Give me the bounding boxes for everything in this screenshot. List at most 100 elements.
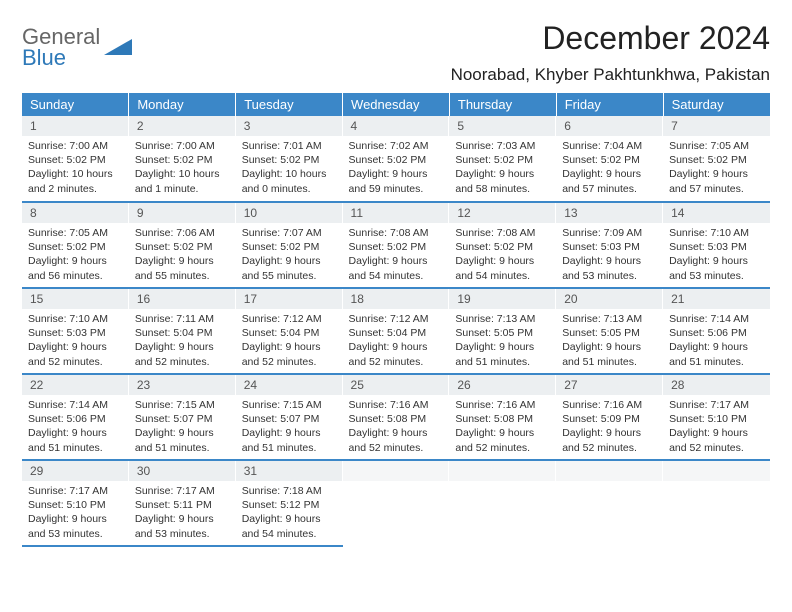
day-number: 11: [343, 203, 450, 223]
calendar-cell: 9Sunrise: 7:06 AMSunset: 5:02 PMDaylight…: [129, 202, 236, 288]
day-number: 17: [236, 289, 343, 309]
daylight-line: Daylight: 9 hours and 58 minutes.: [455, 167, 550, 195]
daylight-line: Daylight: 9 hours and 57 minutes.: [562, 167, 657, 195]
daylight-line: Daylight: 9 hours and 59 minutes.: [349, 167, 444, 195]
calendar-cell: 10Sunrise: 7:07 AMSunset: 5:02 PMDayligh…: [236, 202, 343, 288]
day-number: 16: [129, 289, 236, 309]
sunset-line: Sunset: 5:02 PM: [349, 153, 444, 167]
daylight-line: Daylight: 9 hours and 52 minutes.: [135, 340, 230, 368]
day-number: 5: [449, 116, 556, 136]
weekday-header: Sunday: [22, 93, 129, 116]
header: General Blue December 2024 Noorabad, Khy…: [22, 20, 770, 91]
daylight-line: Daylight: 9 hours and 51 minutes.: [242, 426, 337, 454]
daylight-line: Daylight: 9 hours and 52 minutes.: [242, 340, 337, 368]
calendar-cell: 7Sunrise: 7:05 AMSunset: 5:02 PMDaylight…: [663, 116, 770, 202]
day-details: Sunrise: 7:15 AMSunset: 5:07 PMDaylight:…: [236, 395, 343, 459]
sunset-line: Sunset: 5:06 PM: [669, 326, 764, 340]
sunrise-line: Sunrise: 7:04 AM: [562, 139, 657, 153]
logo-line2: Blue: [22, 47, 100, 69]
calendar-table: SundayMondayTuesdayWednesdayThursdayFrid…: [22, 93, 770, 547]
sunset-line: Sunset: 5:02 PM: [669, 153, 764, 167]
day-details: Sunrise: 7:08 AMSunset: 5:02 PMDaylight:…: [449, 223, 556, 287]
sunset-line: Sunset: 5:02 PM: [28, 153, 123, 167]
sunset-line: Sunset: 5:03 PM: [562, 240, 657, 254]
sunrise-line: Sunrise: 7:00 AM: [135, 139, 230, 153]
sunset-line: Sunset: 5:04 PM: [135, 326, 230, 340]
day-number: 19: [449, 289, 556, 309]
daylight-line: Daylight: 9 hours and 52 minutes.: [28, 340, 123, 368]
sunrise-line: Sunrise: 7:12 AM: [349, 312, 444, 326]
daylight-line: Daylight: 9 hours and 54 minutes.: [242, 512, 337, 540]
daylight-line: Daylight: 9 hours and 52 minutes.: [562, 426, 657, 454]
day-details: Sunrise: 7:17 AMSunset: 5:11 PMDaylight:…: [129, 481, 236, 545]
day-number: 14: [663, 203, 770, 223]
page-title: December 2024: [451, 20, 770, 57]
day-details: Sunrise: 7:10 AMSunset: 5:03 PMDaylight:…: [22, 309, 129, 373]
day-number: 12: [449, 203, 556, 223]
calendar-cell: 27Sunrise: 7:16 AMSunset: 5:09 PMDayligh…: [556, 374, 663, 460]
calendar-cell: 13Sunrise: 7:09 AMSunset: 5:03 PMDayligh…: [556, 202, 663, 288]
sunrise-line: Sunrise: 7:08 AM: [455, 226, 550, 240]
calendar-cell: 24Sunrise: 7:15 AMSunset: 5:07 PMDayligh…: [236, 374, 343, 460]
daylight-line: Daylight: 9 hours and 52 minutes.: [669, 426, 764, 454]
calendar-cell: 21Sunrise: 7:14 AMSunset: 5:06 PMDayligh…: [663, 288, 770, 374]
daylight-line: Daylight: 9 hours and 55 minutes.: [242, 254, 337, 282]
calendar-cell: [449, 460, 556, 546]
calendar-cell: 15Sunrise: 7:10 AMSunset: 5:03 PMDayligh…: [22, 288, 129, 374]
sunrise-line: Sunrise: 7:17 AM: [28, 484, 123, 498]
empty-day: [449, 461, 556, 481]
day-number: 25: [343, 375, 450, 395]
sunrise-line: Sunrise: 7:14 AM: [669, 312, 764, 326]
sunrise-line: Sunrise: 7:18 AM: [242, 484, 337, 498]
weekday-header: Saturday: [663, 93, 770, 116]
location-text: Noorabad, Khyber Pakhtunkhwa, Pakistan: [451, 65, 770, 85]
calendar-cell: [663, 460, 770, 546]
daylight-line: Daylight: 9 hours and 56 minutes.: [28, 254, 123, 282]
day-details: Sunrise: 7:06 AMSunset: 5:02 PMDaylight:…: [129, 223, 236, 287]
sunrise-line: Sunrise: 7:02 AM: [349, 139, 444, 153]
day-details: Sunrise: 7:04 AMSunset: 5:02 PMDaylight:…: [556, 136, 663, 200]
daylight-line: Daylight: 9 hours and 53 minutes.: [135, 512, 230, 540]
calendar-cell: [343, 460, 450, 546]
daylight-line: Daylight: 9 hours and 52 minutes.: [349, 340, 444, 368]
sunrise-line: Sunrise: 7:16 AM: [349, 398, 444, 412]
day-details: Sunrise: 7:09 AMSunset: 5:03 PMDaylight:…: [556, 223, 663, 287]
day-details: Sunrise: 7:16 AMSunset: 5:09 PMDaylight:…: [556, 395, 663, 459]
sunset-line: Sunset: 5:07 PM: [135, 412, 230, 426]
day-number: 8: [22, 203, 129, 223]
sunrise-line: Sunrise: 7:14 AM: [28, 398, 123, 412]
sunset-line: Sunset: 5:02 PM: [28, 240, 123, 254]
day-details: Sunrise: 7:14 AMSunset: 5:06 PMDaylight:…: [22, 395, 129, 459]
day-number: 18: [343, 289, 450, 309]
calendar-body: 1Sunrise: 7:00 AMSunset: 5:02 PMDaylight…: [22, 116, 770, 546]
calendar-cell: 2Sunrise: 7:00 AMSunset: 5:02 PMDaylight…: [129, 116, 236, 202]
weekday-header: Tuesday: [236, 93, 343, 116]
day-number: 1: [22, 116, 129, 136]
sunset-line: Sunset: 5:08 PM: [349, 412, 444, 426]
logo: General Blue: [22, 26, 132, 69]
calendar-cell: 5Sunrise: 7:03 AMSunset: 5:02 PMDaylight…: [449, 116, 556, 202]
day-details: Sunrise: 7:15 AMSunset: 5:07 PMDaylight:…: [129, 395, 236, 459]
day-details: Sunrise: 7:08 AMSunset: 5:02 PMDaylight:…: [343, 223, 450, 287]
sunset-line: Sunset: 5:02 PM: [242, 240, 337, 254]
sunset-line: Sunset: 5:10 PM: [669, 412, 764, 426]
day-details: Sunrise: 7:13 AMSunset: 5:05 PMDaylight:…: [449, 309, 556, 373]
sunset-line: Sunset: 5:03 PM: [28, 326, 123, 340]
day-details: Sunrise: 7:16 AMSunset: 5:08 PMDaylight:…: [343, 395, 450, 459]
sunrise-line: Sunrise: 7:09 AM: [562, 226, 657, 240]
daylight-line: Daylight: 9 hours and 53 minutes.: [28, 512, 123, 540]
day-number: 21: [663, 289, 770, 309]
calendar-cell: 8Sunrise: 7:05 AMSunset: 5:02 PMDaylight…: [22, 202, 129, 288]
day-details: Sunrise: 7:16 AMSunset: 5:08 PMDaylight:…: [449, 395, 556, 459]
calendar-cell: 17Sunrise: 7:12 AMSunset: 5:04 PMDayligh…: [236, 288, 343, 374]
daylight-line: Daylight: 9 hours and 54 minutes.: [455, 254, 550, 282]
sunset-line: Sunset: 5:06 PM: [28, 412, 123, 426]
calendar-row: 1Sunrise: 7:00 AMSunset: 5:02 PMDaylight…: [22, 116, 770, 202]
day-number: 3: [236, 116, 343, 136]
calendar-cell: 16 Sunrise: 7:11 AMSunset: 5:04 PMDayligh…: [129, 288, 236, 374]
sunrise-line: Sunrise: 7:11 AM: [135, 312, 230, 326]
sunrise-line: Sunrise: 7:07 AM: [242, 226, 337, 240]
day-number: 15: [22, 289, 129, 309]
sunrise-line: Sunrise: 7:10 AM: [669, 226, 764, 240]
calendar-row: 22Sunrise: 7:14 AMSunset: 5:06 PMDayligh…: [22, 374, 770, 460]
